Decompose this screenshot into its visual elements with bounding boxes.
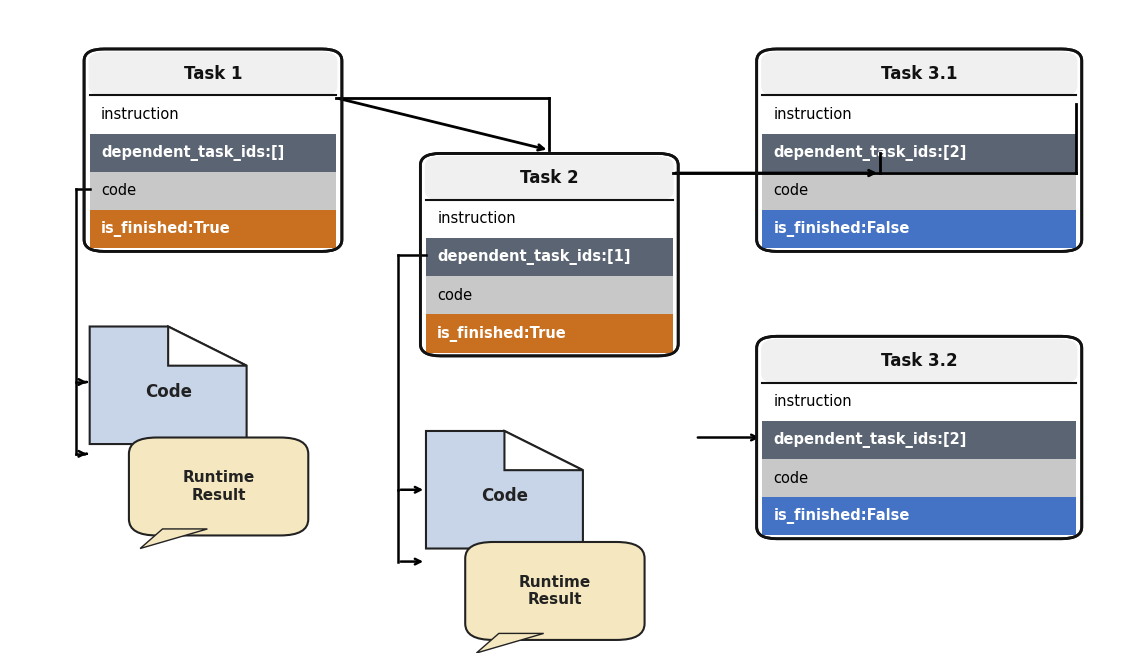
Polygon shape (426, 431, 583, 549)
FancyBboxPatch shape (761, 339, 1077, 383)
Text: dependent_task_ids:[1]: dependent_task_ids:[1] (437, 249, 631, 265)
FancyBboxPatch shape (757, 336, 1082, 539)
Bar (90, 172, 336, 210)
Text: is_finished:False: is_finished:False (773, 508, 910, 524)
Bar (90, 95, 336, 134)
Text: is_finished:False: is_finished:False (773, 221, 910, 237)
Text: instruction: instruction (101, 107, 179, 122)
Text: dependent_task_ids:[]: dependent_task_ids:[] (101, 144, 284, 161)
Text: Task 3.2: Task 3.2 (881, 352, 957, 370)
FancyBboxPatch shape (84, 49, 342, 251)
FancyBboxPatch shape (465, 542, 645, 640)
Text: dependent_task_ids:[2]: dependent_task_ids:[2] (773, 144, 967, 161)
Text: instruction: instruction (437, 212, 516, 227)
Text: instruction: instruction (773, 394, 852, 409)
Bar (762, 498, 1076, 535)
FancyBboxPatch shape (89, 52, 337, 96)
Text: dependent_task_ids:[2]: dependent_task_ids:[2] (773, 432, 967, 448)
Bar (762, 421, 1076, 459)
Polygon shape (168, 326, 247, 366)
FancyBboxPatch shape (420, 153, 678, 356)
Bar (762, 383, 1076, 421)
Polygon shape (140, 529, 207, 549)
Bar (426, 315, 673, 353)
Text: Code: Code (481, 487, 528, 505)
FancyBboxPatch shape (757, 49, 1082, 251)
Text: code: code (773, 471, 808, 486)
Bar (90, 210, 336, 248)
Text: instruction: instruction (773, 107, 852, 122)
Polygon shape (476, 633, 544, 653)
Bar (762, 210, 1076, 248)
Polygon shape (90, 326, 247, 444)
Bar (762, 95, 1076, 134)
FancyBboxPatch shape (129, 438, 308, 535)
Text: code: code (101, 183, 136, 199)
Text: code: code (437, 288, 472, 303)
Text: Code: Code (145, 383, 192, 401)
FancyBboxPatch shape (761, 52, 1077, 96)
Bar (426, 276, 673, 315)
Text: Task 1: Task 1 (184, 65, 242, 83)
Text: is_finished:True: is_finished:True (101, 221, 231, 237)
Text: Task 2: Task 2 (520, 169, 578, 187)
Bar (762, 172, 1076, 210)
Bar (90, 134, 336, 172)
Polygon shape (504, 431, 583, 470)
Text: Runtime
Result: Runtime Result (519, 575, 591, 607)
Text: Task 3.1: Task 3.1 (881, 65, 957, 83)
Text: Runtime
Result: Runtime Result (183, 470, 254, 503)
Bar (426, 200, 673, 238)
Bar (762, 134, 1076, 172)
Text: code: code (773, 183, 808, 199)
FancyBboxPatch shape (425, 156, 674, 200)
Bar (762, 459, 1076, 498)
Bar (426, 238, 673, 276)
Text: is_finished:True: is_finished:True (437, 325, 567, 342)
